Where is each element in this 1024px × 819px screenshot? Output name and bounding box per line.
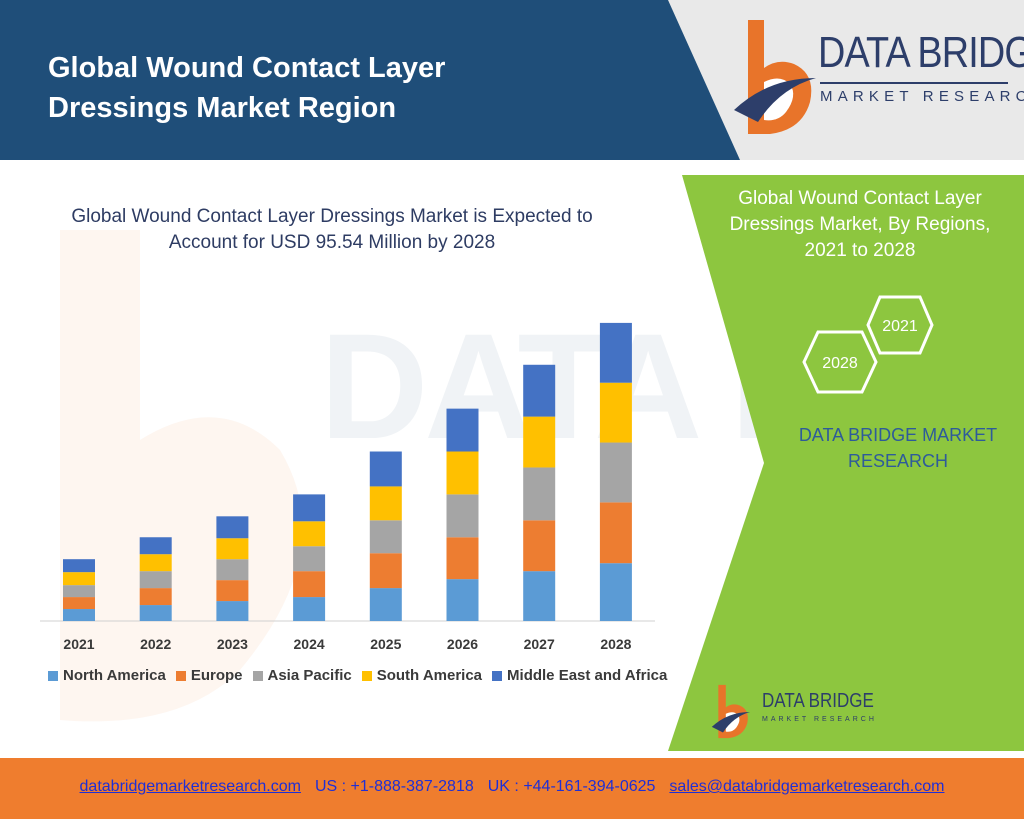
chart-title: Global Wound Contact Layer Dressings Mar… (71, 206, 593, 253)
bar-segment (63, 559, 95, 573)
logo-small-tagline: MARKET RESEARCH (762, 716, 877, 723)
footer: databridgemarketresearch.com US : +1-888… (0, 758, 1024, 819)
legend-item: Middle East and Africa (492, 667, 667, 684)
legend-label: Middle East and Africa (507, 667, 668, 684)
logo-small-brand-text: DATA BRIDGE (762, 690, 874, 712)
bar-segment (369, 486, 402, 521)
footer-website-link[interactable]: databridgemarketresearch.com (79, 778, 301, 795)
bar-segment (523, 364, 556, 417)
chart-legend: North America Europe Asia Pacific South Ame… (48, 667, 667, 684)
bar-segment (446, 579, 479, 621)
hex-2021 (866, 295, 934, 355)
bar-segment (139, 554, 172, 572)
side-panel-title: Global Wound Contact Layer Dressings Mar… (729, 188, 991, 261)
legend-label: Europe (190, 667, 243, 684)
legend-swatch (48, 670, 58, 681)
legend-item: Europe (175, 667, 243, 684)
legend-label: Asia Pacific (267, 667, 352, 684)
bar-segment (446, 451, 479, 495)
stacked-bar-chart: 2021 2022 2023 2024 2025 2026 2027 2028 (40, 322, 655, 652)
x-tick-label: 2027 (524, 636, 555, 652)
bar-segment (293, 597, 326, 621)
footer-contacts: databridgemarketresearch.com US : +1-888… (0, 778, 1024, 796)
bar-segment (139, 605, 172, 621)
bar-segment (293, 571, 326, 598)
legend-item: North America (48, 667, 166, 684)
bar-segment (216, 516, 249, 539)
bar-segment (216, 580, 249, 602)
bar-segment (63, 585, 95, 598)
year-hexagons: 2021 2028 (802, 295, 934, 394)
data-bridge-logo-icon (734, 20, 816, 134)
bar-segment (139, 537, 172, 555)
bar-segment (369, 451, 402, 487)
legend-swatch (492, 670, 503, 681)
bar-segment (293, 521, 326, 547)
bar-segment (139, 588, 172, 606)
x-tick-label: 2025 (370, 636, 401, 652)
x-tick-label: 2028 (600, 636, 631, 652)
legend-swatch (252, 670, 263, 681)
page-title: Global Wound Contact Layer Dressings Mar… (48, 48, 608, 128)
bar-segment (293, 494, 326, 522)
x-tick-label: 2021 (63, 636, 94, 652)
legend-item: South America (361, 667, 483, 684)
side-panel-brand: DATA BRIDGE MARKET RESEARCH (798, 425, 998, 471)
logo-tagline: MARKET RESEARCH (820, 88, 1024, 105)
bar-segment (523, 571, 556, 621)
hex-2021-label: 2021 (882, 318, 918, 335)
x-tick-label: 2024 (294, 636, 325, 652)
bar-segment (599, 563, 632, 621)
hex-2028 (802, 330, 878, 394)
logo-brand-text: DATA BRIDGE (818, 28, 1024, 77)
bar-segment (446, 537, 479, 580)
footer-uk-phone: UK : +44-161-394-0625 (487, 778, 656, 795)
legend-label: South America (376, 667, 483, 684)
bar-segment (216, 601, 249, 621)
footer-us-phone: US : +1-888-387-2818 (314, 778, 474, 795)
bar-segment (599, 502, 632, 564)
bar-segment (446, 494, 479, 538)
bar-segment (139, 571, 172, 589)
legend-label: North America (63, 667, 166, 684)
bar-segment (293, 546, 326, 572)
bar-segment (369, 553, 402, 589)
x-tick-label: 2022 (140, 636, 171, 652)
bar-segment (599, 322, 632, 383)
data-bridge-logo: DATA BRIDGE MARKET RESEARCH (728, 18, 1024, 138)
logo-divider (820, 82, 1008, 84)
bar-segment (446, 408, 479, 452)
bar-segment (63, 609, 95, 621)
page-title-line2: Dressings Market Region (48, 92, 397, 124)
bar-segment (63, 572, 95, 586)
hex-2028-label: 2028 (822, 355, 858, 372)
data-bridge-logo-small-icon (711, 684, 751, 739)
bar-segment (599, 382, 632, 443)
footer-email-link[interactable]: sales@databridgemarketresearch.com (669, 778, 945, 795)
bar-segment (216, 538, 249, 560)
page-title-line1: Global Wound Contact Layer (48, 52, 446, 84)
bar-segment (523, 416, 556, 468)
bar-segment (369, 588, 402, 621)
bar-segment (369, 520, 402, 554)
bar-segment (63, 597, 95, 610)
x-tick-label: 2023 (217, 636, 248, 652)
legend-swatch (175, 670, 186, 681)
bar-segment (523, 520, 556, 572)
x-tick-label: 2026 (447, 636, 478, 652)
legend-swatch (361, 670, 372, 681)
bar-segment (599, 442, 632, 503)
data-bridge-logo-small: DATA BRIDGE MARKET RESEARCH (706, 684, 886, 740)
legend-item: Asia Pacific (252, 667, 352, 684)
bar-segment (523, 467, 556, 521)
bar-segment (216, 559, 249, 581)
